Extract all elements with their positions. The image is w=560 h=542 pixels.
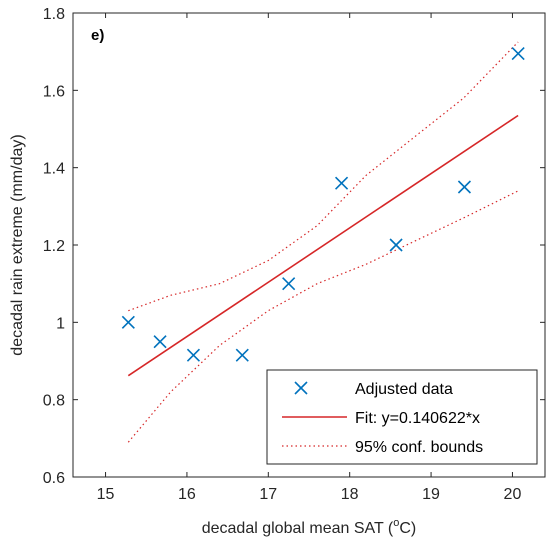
- x-tick-label: 20: [504, 486, 522, 503]
- data-point: [282, 277, 296, 291]
- y-axis-label: decadal rain extreme (mm/day): [9, 134, 26, 355]
- panel-label: e): [91, 27, 104, 44]
- y-tick-label: 1.8: [43, 6, 65, 23]
- x-axis-label: decadal global mean SAT (oC): [202, 517, 417, 537]
- plot-frame: [72, 12, 546, 478]
- y-tick-label: 1: [56, 315, 65, 332]
- data-point: [153, 335, 167, 349]
- x-axis-label-main: decadal global mean SAT (: [202, 520, 394, 537]
- y-tick-label: 0.6: [43, 470, 65, 487]
- data-point: [235, 348, 249, 362]
- data-point: [457, 180, 472, 194]
- x-axis-label-end: C): [399, 520, 416, 537]
- x-tick-label: 16: [178, 486, 196, 503]
- y-tick-label: 1.4: [43, 161, 65, 178]
- legend: Adjusted data Fit: y=0.140622*x 95% conf. …: [266, 369, 538, 465]
- data-point: [121, 315, 135, 329]
- legend-label-adjusted: Adjusted data: [355, 381, 453, 398]
- fit-line: [127, 114, 519, 377]
- x-tick-label: 17: [259, 486, 277, 503]
- x-tick-label: 19: [422, 486, 440, 503]
- y-tick-label: 1.6: [43, 83, 65, 100]
- y-tick-label: 1.2: [43, 238, 65, 255]
- tick-labels: 15 16 17 18 19 20 0.6 0.8 1 1.2 1.4 1.6 1.8: [43, 6, 522, 503]
- legend-marker-adjusted: [294, 381, 308, 395]
- x-tick-label: 18: [341, 486, 359, 503]
- data-point: [511, 47, 525, 61]
- data-point: [334, 176, 349, 190]
- legend-label-conf: 95% conf. bounds: [355, 439, 483, 456]
- conf-bound-lower: [127, 190, 519, 443]
- x-tick-label: 15: [97, 486, 115, 503]
- data-point: [389, 238, 403, 252]
- data-point: [186, 348, 201, 362]
- conf-bound-upper: [128, 41, 519, 312]
- series-group: [121, 41, 525, 443]
- legend-label-fit: Fit: y=0.140622*x: [355, 410, 480, 427]
- x-axis-label-superscript: o: [393, 517, 399, 529]
- y-tick-label: 0.8: [43, 393, 65, 410]
